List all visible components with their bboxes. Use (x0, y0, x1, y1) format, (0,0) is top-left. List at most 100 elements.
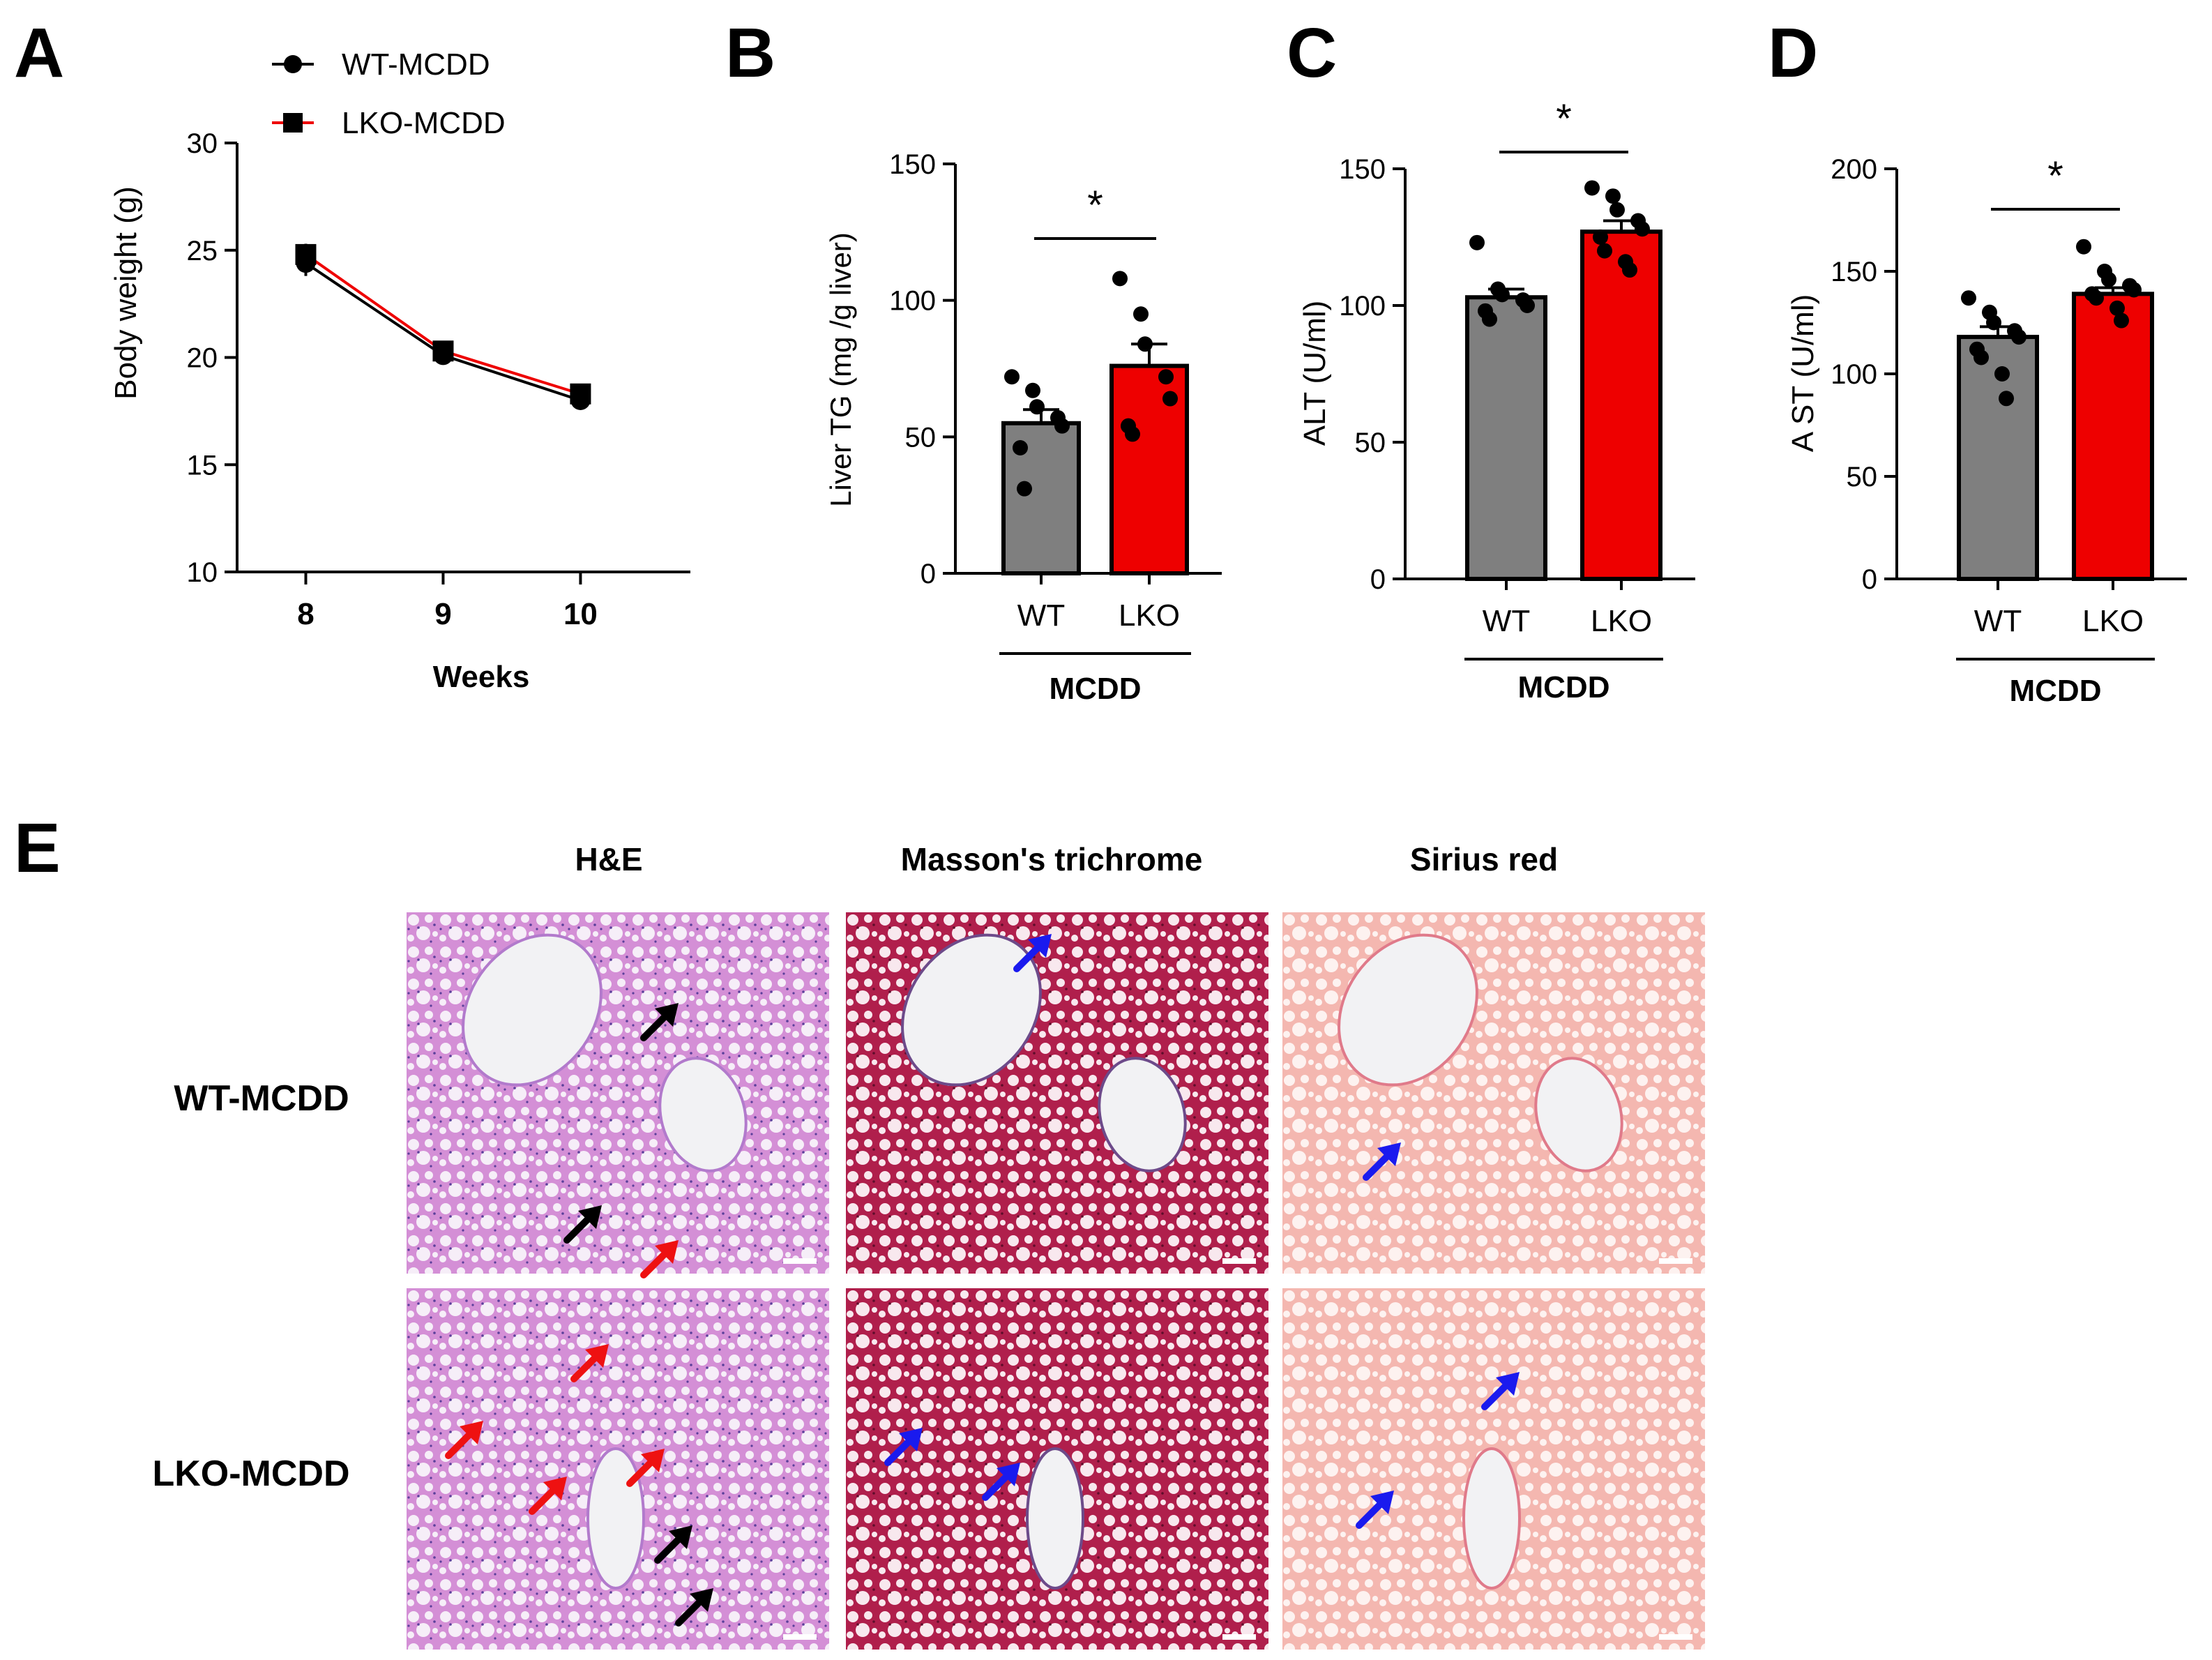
x-axis-label: Weeks (433, 660, 530, 694)
data-point-lko (295, 243, 317, 265)
group-label: MCDD (1050, 672, 1142, 706)
significance-star: * (1087, 183, 1103, 228)
legend: WT-MCDD LKO-MCDD (272, 47, 506, 140)
arrow-head (690, 1588, 713, 1612)
micrograph-he-wt (407, 912, 829, 1278)
significance-star: * (2047, 153, 2063, 199)
scale-bar (783, 1258, 817, 1264)
data-point-lko (2076, 239, 2091, 255)
x-tick-label-wt: WT (1483, 604, 1530, 638)
vessel-lumen (1534, 1057, 1623, 1172)
liver-tg-bar-chart: Liver TG (mg /g liver) 0 50 100 150 WT LKO MCD… (824, 149, 1222, 706)
x-tick-label: 8 (297, 597, 314, 631)
group-label: MCDD (1518, 670, 1610, 704)
arrow-head (1028, 934, 1052, 958)
arrow-shaft (982, 1472, 1011, 1501)
y-tick-label: 20 (187, 343, 218, 374)
scale-bar (1222, 1634, 1256, 1640)
data-point-lko (2109, 300, 2125, 316)
fat-vacuoles (846, 912, 1268, 1274)
arrow-shaft (626, 1458, 656, 1487)
arrow-head (997, 1463, 1020, 1486)
data-point-wt (1482, 311, 1497, 327)
vessel-lumen (1098, 1057, 1187, 1172)
data-point-wt (1013, 439, 1028, 455)
vessel-lumen (586, 1447, 645, 1590)
x-tick-label-wt: WT (1017, 598, 1065, 633)
y-tick-label: 150 (1831, 257, 1877, 287)
data-point-lko (570, 383, 591, 405)
arrow-shaft (1481, 1381, 1510, 1410)
vessel-lumen (658, 1057, 748, 1172)
x-tick-label-wt: WT (1974, 604, 2022, 638)
row-label-lko: LKO-MCDD (152, 1454, 349, 1494)
arrow-shaft (1356, 1500, 1385, 1529)
histology-panel: H&E Masson's trichrome Sirius red WT-MCD… (152, 841, 1705, 1650)
y-tick-label: 100 (1339, 291, 1386, 322)
y-tick-label: 50 (1355, 428, 1386, 458)
data-point-wt (1999, 391, 2014, 407)
arrow-head (578, 1205, 602, 1229)
vessel-lumen (1462, 1447, 1521, 1590)
arrow-head (641, 1449, 665, 1472)
data-point-wt (1520, 298, 1535, 313)
arrow-shaft (1013, 943, 1043, 972)
data-point-wt (1986, 315, 2001, 331)
data-point-lko (2089, 290, 2104, 306)
scale-bar (1659, 1634, 1692, 1640)
y-tick-label: 100 (889, 286, 936, 317)
panel-label-e: E (14, 809, 61, 887)
y-tick-label: 100 (1831, 359, 1877, 390)
data-point-wt (1017, 481, 1032, 497)
data-point-lko (1584, 180, 1600, 196)
column-label-sirius: Sirius red (1410, 841, 1558, 877)
column-label-he: H&E (575, 841, 642, 877)
significance-star: * (1556, 96, 1572, 142)
fat-vacuoles (407, 912, 829, 1274)
arrow-head (1377, 1142, 1401, 1166)
legend-marker-lko (283, 113, 303, 133)
bar-wt (1465, 295, 1547, 581)
arrow-shaft (654, 1534, 683, 1564)
scale-bar (783, 1634, 817, 1640)
data-point-wt (1994, 366, 2010, 382)
data-point-lko (1635, 221, 1650, 237)
data-point-wt (1025, 382, 1040, 398)
y-tick-label: 25 (187, 236, 218, 266)
data-point-wt (1054, 418, 1070, 434)
data-point-lko (2126, 282, 2142, 298)
vessel-lumen (1338, 933, 1478, 1087)
y-tick-label: 30 (187, 128, 218, 159)
data-point-wt (1961, 290, 1976, 306)
micrograph-masson-lko (846, 1288, 1268, 1650)
vessel-lumen (901, 933, 1042, 1087)
panel-label-d: D (1768, 14, 1818, 92)
data-point-lko (432, 340, 454, 362)
legend-label-lko: LKO-MCDD (342, 106, 506, 140)
arrow-head (1370, 1491, 1394, 1514)
data-point-lko (1609, 202, 1625, 218)
arrow-shaft (445, 1430, 474, 1459)
arrow-shaft (529, 1486, 558, 1515)
micrograph-masson-wt (846, 912, 1268, 1274)
y-tick-label: 10 (187, 557, 218, 588)
y-tick-label: 50 (905, 422, 937, 453)
x-tick-label-lko: LKO (1591, 604, 1652, 638)
data-point-lko (2101, 271, 2116, 287)
arrow-head (669, 1525, 692, 1549)
panel-label-a: A (14, 14, 64, 92)
y-tick-label: 150 (889, 149, 936, 180)
scale-bar (1659, 1258, 1692, 1264)
micrograph-sirius-lko (1282, 1288, 1705, 1650)
fat-vacuoles (1282, 912, 1705, 1274)
arrow-head (460, 1421, 483, 1444)
y-tick-label: 200 (1831, 154, 1877, 185)
y-tick-label: 150 (1339, 154, 1386, 185)
data-point-wt (2011, 329, 2027, 345)
arrow-shaft (675, 1597, 704, 1627)
data-point-lko (1137, 336, 1153, 352)
arrow-head (899, 1428, 923, 1451)
data-point-wt (1029, 399, 1045, 415)
data-point-wt (1469, 234, 1485, 250)
panel-label-c: C (1287, 14, 1337, 92)
